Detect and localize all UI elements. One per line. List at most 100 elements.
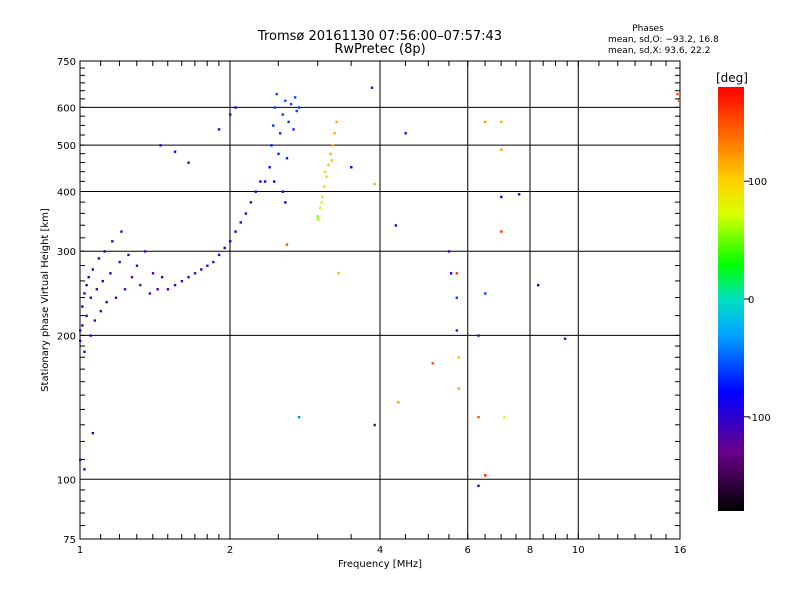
data-point (331, 144, 334, 147)
data-point (79, 458, 82, 461)
y-tick-labels: 75 100 200 300 400 500 600 750 (57, 57, 76, 546)
data-point (229, 113, 232, 116)
data-point (449, 272, 453, 275)
data-point (81, 305, 84, 308)
data-point (118, 260, 121, 264)
phases-box-title: Phases (632, 24, 664, 34)
data-point (79, 329, 82, 332)
y-tick-label: 100 (57, 475, 76, 486)
phases-line-x: mean, sd,X: 93.6, 22.2 (608, 46, 710, 56)
data-point (229, 240, 232, 243)
data-point (275, 92, 278, 96)
data-point (477, 484, 480, 488)
data-point (394, 224, 398, 227)
data-point (397, 401, 400, 404)
data-point (272, 124, 275, 127)
data-point (318, 206, 322, 210)
data-point (187, 275, 190, 279)
data-point (143, 250, 147, 253)
data-point (285, 243, 289, 246)
y-tick-label: 750 (57, 57, 76, 68)
x-tick-label: 1 (77, 545, 83, 556)
x-tick-label: 2 (227, 545, 233, 556)
x-tick-labels: 1 2 4 6 8 10 16 (77, 545, 687, 556)
data-point (297, 106, 301, 109)
minor-ticks (80, 61, 680, 539)
data-point (500, 148, 503, 151)
data-point (272, 180, 276, 183)
data-point (151, 272, 155, 275)
data-point (677, 99, 681, 102)
data-point (281, 113, 284, 116)
y-tick-label: 300 (57, 247, 76, 258)
colorbar-tick-label: 100 (748, 177, 767, 188)
data-point (99, 309, 103, 313)
data-point (217, 253, 221, 257)
data-point (83, 468, 86, 471)
data-point (337, 272, 340, 275)
data-point (287, 120, 290, 124)
data-point (89, 296, 92, 299)
data-point (212, 260, 215, 264)
data-point (320, 201, 323, 204)
data-point (85, 283, 88, 287)
data-point (457, 356, 460, 359)
y-tick-label: 600 (57, 103, 76, 114)
data-point (91, 431, 95, 435)
data-point (284, 99, 287, 102)
data-point (676, 92, 679, 96)
data-point (277, 152, 280, 156)
data-point (484, 292, 487, 295)
data-point (350, 166, 353, 169)
data-point (259, 180, 262, 183)
data-point (455, 296, 459, 299)
y-tick-label: 200 (57, 331, 76, 342)
data-point (293, 96, 297, 99)
data-point (455, 329, 459, 332)
data-point (447, 250, 451, 253)
data-point (295, 109, 298, 113)
data-point (160, 275, 164, 279)
data-point (431, 362, 434, 365)
data-point (323, 170, 327, 174)
data-point (289, 102, 293, 106)
data-point (239, 221, 242, 224)
data-point (563, 337, 567, 340)
data-point (321, 195, 324, 199)
data-point (127, 253, 130, 257)
data-point (249, 201, 253, 204)
data-point (373, 423, 376, 427)
data-point (173, 283, 177, 287)
data-point (89, 334, 92, 337)
y-tick-label: 400 (57, 187, 76, 198)
data-point (268, 166, 271, 169)
data-point (477, 415, 480, 419)
y-tick-label: 75 (63, 535, 76, 546)
data-point (180, 279, 184, 283)
data-point (329, 152, 332, 156)
data-point (200, 268, 203, 271)
data-point (254, 190, 257, 193)
colorbar (718, 87, 744, 511)
data-point (477, 334, 480, 337)
data-point (284, 201, 287, 204)
colorbar-tick-label: -100 (748, 413, 771, 424)
data-point (148, 292, 152, 295)
data-point (173, 150, 177, 153)
data-point (536, 283, 540, 287)
colorbar-ticks: 100 0 -100 (744, 177, 771, 424)
x-axis-label: Frequency [MHz] (338, 559, 422, 570)
data-point (97, 257, 101, 260)
chart-subtitle: RwPretec (8p) (334, 42, 425, 57)
data-point (87, 275, 90, 279)
data-point (223, 246, 226, 250)
data-point (159, 144, 162, 147)
data-point (373, 182, 376, 186)
chart-title: Tromsø 20161130 07:56:00–07:57:43 (257, 29, 502, 44)
data-point (457, 387, 460, 390)
data-point (273, 106, 277, 109)
data-point (333, 132, 336, 135)
x-tick-label: 10 (572, 545, 585, 556)
data-point (484, 474, 487, 477)
